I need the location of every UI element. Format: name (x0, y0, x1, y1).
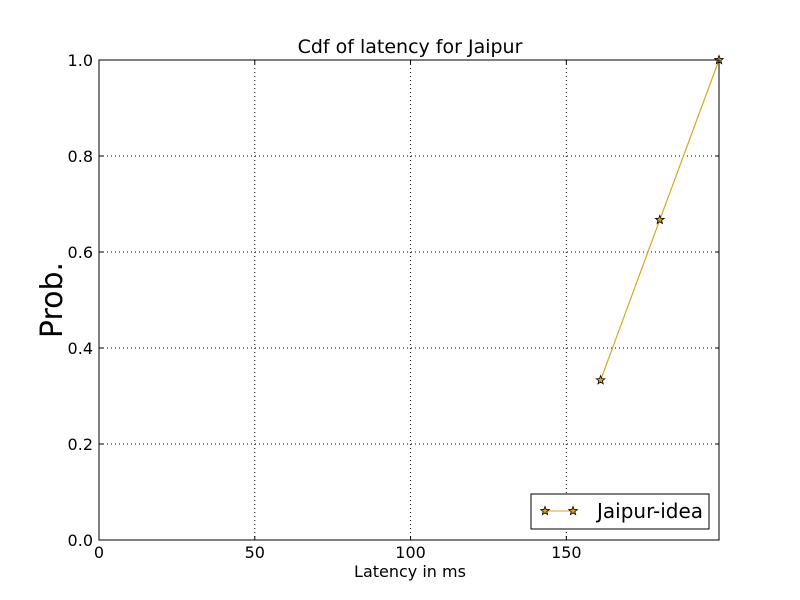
x-tick-label: 50 (245, 543, 265, 562)
legend: Jaipur-idea (530, 493, 710, 530)
chart-title: Cdf of latency for Jaipur (298, 36, 523, 58)
x-tick-label: 100 (395, 543, 426, 562)
data-point-star (654, 214, 666, 225)
x-tick-label: 150 (551, 543, 582, 562)
series-layer (595, 54, 725, 385)
y-axis-label: Prob. (35, 262, 70, 338)
data-point-star (595, 374, 606, 385)
legend-marker-star (567, 505, 579, 516)
tick-layer: 0 50 100 150 0.0 0.2 0.4 0.6 0.8 1.0 (68, 51, 719, 562)
legend-series-label: Jaipur-idea (595, 499, 703, 523)
plot-area-frame (98, 59, 720, 541)
y-tick-label: 0.2 (68, 435, 93, 454)
y-tick-label: 0.6 (68, 243, 93, 262)
y-tick-label: 0.0 (68, 531, 93, 550)
legend-marker-star (539, 505, 551, 516)
legend-markers (539, 505, 579, 516)
grid-layer (99, 60, 719, 540)
x-tick-label: 0 (94, 543, 104, 562)
y-tick-label: 1.0 (68, 51, 93, 70)
x-axis-label: Latency in ms (354, 562, 466, 581)
y-tick-label: 0.8 (68, 147, 93, 166)
y-tick-label: 0.4 (68, 339, 93, 358)
